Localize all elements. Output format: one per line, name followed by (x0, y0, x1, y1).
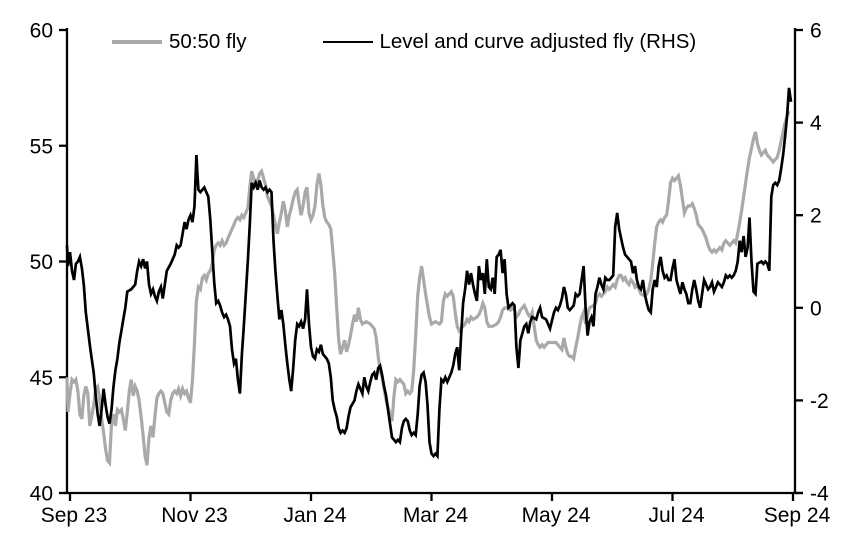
right-axis-tick-label: -2 (810, 390, 829, 413)
x-axis-tick-label: Sep 23 (41, 504, 108, 527)
right-axis-tick-label: 4 (810, 112, 822, 135)
right-axis-tick-label: 2 (810, 205, 822, 228)
x-axis-tick-label: Sep 24 (764, 504, 831, 527)
x-axis-tick-label: Mar 24 (403, 504, 469, 527)
x-axis-tick-label: May 24 (522, 504, 591, 527)
legend-label-50-50-fly: 50:50 fly (169, 30, 247, 53)
legend-line-50-50-fly (112, 40, 162, 44)
x-axis-tick-label: Jul 24 (648, 504, 704, 527)
series-line-50-50-fly (65, 110, 791, 467)
legend-label-adjusted-fly: Level and curve adjusted fly (RHS) (379, 30, 697, 53)
left-axis-tick-label: 45 (30, 367, 53, 390)
x-axis-tick-label: Jan 24 (283, 504, 346, 527)
left-axis-tick-label: 60 (30, 20, 53, 43)
legend-line-adjusted-fly (322, 40, 373, 44)
right-axis-tick-label: -4 (810, 483, 829, 506)
left-axis-tick-label: 55 (30, 135, 53, 158)
left-axis-tick-label: 50 (30, 251, 53, 274)
legend: 50:50 fly Level and curve adjusted fly (… (112, 30, 696, 54)
right-axis-tick-label: 6 (810, 20, 822, 43)
series-line-adjusted-fly (65, 87, 793, 460)
x-axis-tick-label: Nov 23 (161, 504, 228, 527)
left-axis-tick-label: 40 (30, 483, 53, 506)
right-axis-tick-label: 0 (810, 297, 822, 320)
